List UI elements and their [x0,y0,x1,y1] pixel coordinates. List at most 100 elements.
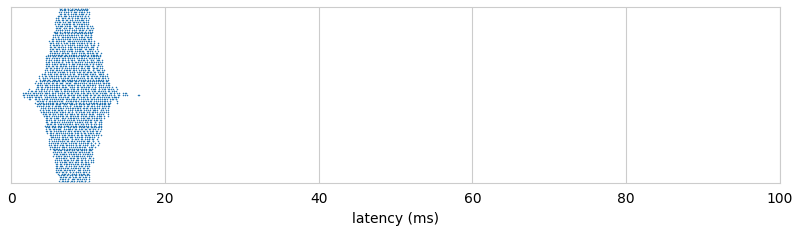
Point [84,97,97,101]
Point [74,64,87,68]
Point [75,14,88,18]
Point [56,57,69,60]
Point [68,202,81,206]
Point [78,193,90,196]
Point [61,95,74,99]
Point [86,89,98,93]
Point [82,124,95,127]
Point [80,66,93,70]
Point [74,93,87,97]
Point [77,141,90,145]
Point [72,199,85,202]
Point [85,120,98,123]
Point [36,106,49,110]
Point [62,187,75,191]
Point [87,114,100,118]
Point [76,127,89,131]
Point [79,114,92,118]
Point [70,166,82,170]
Point [55,158,68,162]
Point [66,206,78,210]
Point [34,106,47,110]
Point [89,124,102,127]
Point [84,34,97,37]
Point [50,103,62,106]
Point [53,51,66,55]
Point [30,89,43,93]
Point [89,120,102,123]
Point [62,130,75,133]
Point [73,12,86,16]
Point [58,51,71,55]
Point [61,204,74,208]
Point [76,35,89,39]
Point [71,187,84,191]
Point [107,91,120,95]
Point [78,10,90,14]
Point [79,18,92,22]
Point [54,177,66,181]
Point [51,45,64,49]
Point [82,26,94,30]
Point [58,66,71,70]
Point [57,80,70,83]
Point [97,93,110,97]
Point [86,112,98,116]
Point [85,124,98,127]
Point [56,133,69,137]
Point [79,78,92,81]
Point [91,66,104,70]
Point [48,135,61,139]
Point [91,101,104,104]
Point [68,16,81,20]
Point [81,172,94,175]
Point [86,114,99,118]
Point [85,101,98,104]
Point [78,78,91,81]
Point [61,101,74,104]
Point [83,116,96,120]
Point [58,68,70,72]
Point [75,34,88,37]
Point [66,95,79,99]
Point [58,181,70,185]
Point [42,64,55,68]
Point [61,93,74,97]
Point [62,158,74,162]
Point [99,108,112,112]
Point [56,170,69,173]
Point [67,216,80,219]
Point [62,124,74,127]
Point [54,41,67,45]
Point [93,74,106,78]
Point [78,87,91,91]
Point [50,156,62,160]
Point [63,35,76,39]
Point [81,99,94,103]
Point [54,68,67,72]
Point [68,68,81,72]
Point [61,174,74,177]
Point [48,127,61,131]
Point [62,89,75,93]
Point [70,197,83,200]
Point [80,87,93,91]
Point [38,78,50,81]
Point [74,41,87,45]
Point [75,45,88,49]
Point [83,127,96,131]
Point [108,91,121,95]
Point [69,199,82,202]
Point [84,145,97,148]
Point [55,5,68,8]
Point [69,10,82,14]
Point [78,168,91,171]
Point [39,130,52,133]
Point [54,53,67,56]
Point [70,131,83,135]
Point [30,85,43,89]
Point [65,200,78,204]
Point [56,66,69,70]
Point [35,85,48,89]
Point [58,131,71,135]
